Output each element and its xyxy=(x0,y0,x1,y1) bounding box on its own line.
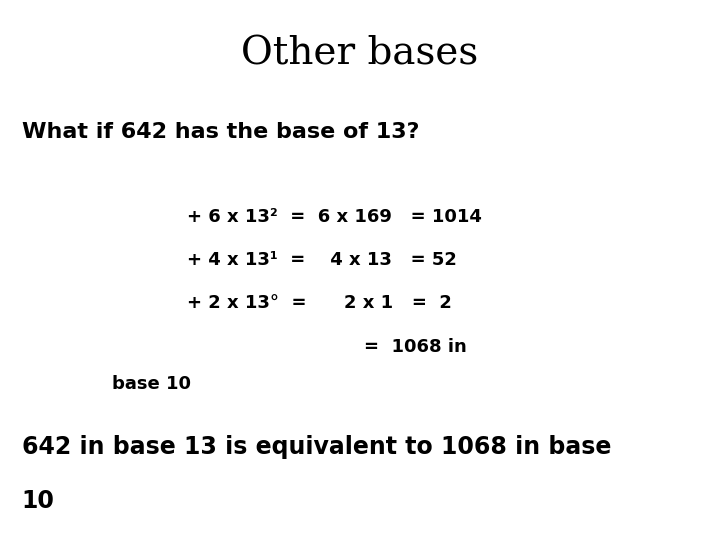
Text: + 2 x 13°  =      2 x 1   =  2: + 2 x 13° = 2 x 1 = 2 xyxy=(187,294,452,312)
Text: =  1068 in: = 1068 in xyxy=(364,338,467,355)
Text: Other bases: Other bases xyxy=(241,35,479,72)
Text: 10: 10 xyxy=(22,489,55,512)
Text: + 6 x 13²  =  6 x 169   = 1014: + 6 x 13² = 6 x 169 = 1014 xyxy=(187,208,482,226)
Text: What if 642 has the base of 13?: What if 642 has the base of 13? xyxy=(22,122,419,141)
Text: 642 in base 13 is equivalent to 1068 in base: 642 in base 13 is equivalent to 1068 in … xyxy=(22,435,611,458)
Text: + 4 x 13¹  =    4 x 13   = 52: + 4 x 13¹ = 4 x 13 = 52 xyxy=(187,251,457,269)
Text: base 10: base 10 xyxy=(112,375,191,393)
